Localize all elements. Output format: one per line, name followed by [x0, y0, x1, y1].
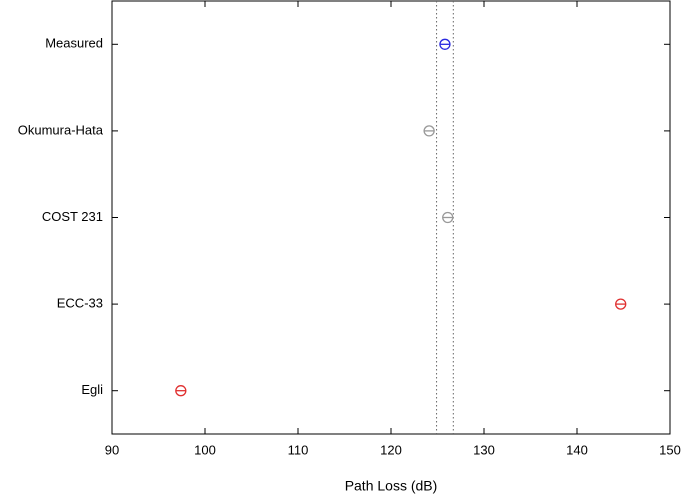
y-tick-label: Measured	[45, 36, 103, 51]
x-tick-label: 140	[566, 442, 588, 457]
y-tick-label: ECC-33	[57, 296, 103, 311]
dot	[423, 125, 435, 137]
x-tick-label: 90	[105, 442, 119, 457]
dot	[175, 385, 187, 397]
x-axis-label: Path Loss (dB)	[345, 478, 438, 494]
dot	[442, 211, 454, 224]
x-tick-label: 110	[288, 442, 309, 457]
x-tick-label: 100	[194, 442, 216, 457]
dot	[615, 298, 627, 310]
y-tick-label: Okumura-Hata	[18, 122, 104, 137]
x-tick-label: 150	[659, 442, 681, 457]
x-tick-label: 120	[380, 442, 402, 457]
y-tick-label: Egli	[81, 382, 103, 397]
plot-frame	[111, 0, 671, 435]
y-tick-label: COST 231	[42, 209, 103, 224]
x-tick-label: 130	[473, 442, 495, 457]
dot	[439, 38, 451, 50]
